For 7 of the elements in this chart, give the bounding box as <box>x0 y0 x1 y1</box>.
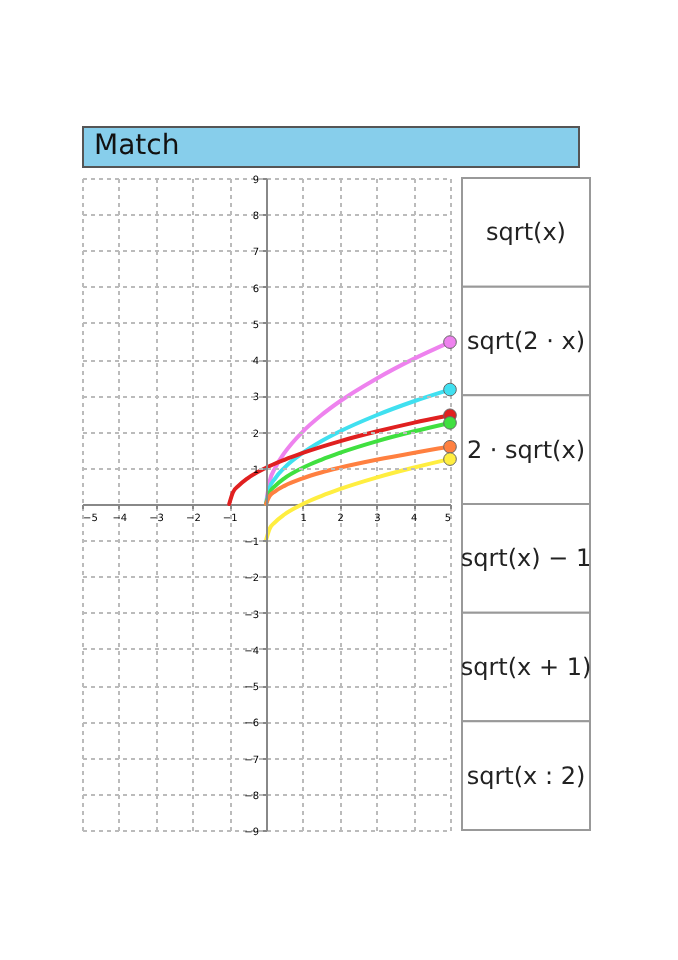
text: sqrt(x) <box>486 218 566 247</box>
text: 2 · sqrt(x) <box>466 435 586 464</box>
text: sqrt(x) − 1 <box>460 544 592 573</box>
text: sqrt(2 · x) <box>466 327 586 355</box>
text: sqrt(x + 1) <box>460 653 592 681</box>
chart-title: Match <box>94 130 180 162</box>
text: sqrt(x : 2) <box>466 761 586 790</box>
